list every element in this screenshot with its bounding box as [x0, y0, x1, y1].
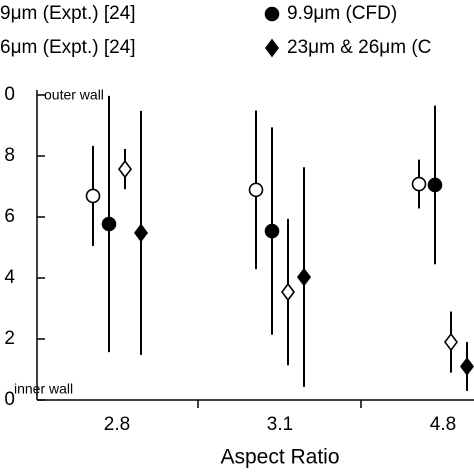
annotation: inner wall [14, 381, 73, 397]
legend-marker [265, 38, 279, 58]
y-tick-label: 8 [4, 145, 15, 166]
x-tick-label: 4.8 [430, 414, 456, 435]
legend-label: 9.9μm (CFD) [287, 3, 397, 24]
annotation: outer wall [44, 87, 104, 103]
data-point [427, 177, 443, 193]
data-point [264, 223, 280, 239]
data-point [101, 216, 117, 232]
legend-label: 6μm (Expt.) [24] [0, 37, 136, 58]
legend-marker [264, 6, 280, 22]
data-point [411, 176, 427, 192]
data-point [297, 267, 311, 287]
legend-label: 9μm (Expt.) [24] [0, 3, 136, 24]
y-tick-label: 2 [4, 328, 15, 349]
y-tick-label: 6 [4, 206, 15, 227]
data-point [118, 159, 132, 179]
data-point [444, 332, 458, 352]
legend-label: 23μm & 26μm (C [287, 37, 431, 58]
y-tick-label: 0 [4, 84, 15, 105]
data-point [248, 182, 264, 198]
data-point [281, 282, 295, 302]
data-point [134, 223, 148, 243]
x-axis-title: Aspect Ratio [220, 446, 339, 469]
y-tick-label: 0 [4, 389, 15, 410]
x-tick-label: 2.8 [104, 414, 130, 435]
y-tick-label: 4 [4, 267, 15, 288]
data-point [85, 188, 101, 204]
x-tick-label: 3.1 [267, 414, 293, 435]
data-point [460, 357, 474, 376]
